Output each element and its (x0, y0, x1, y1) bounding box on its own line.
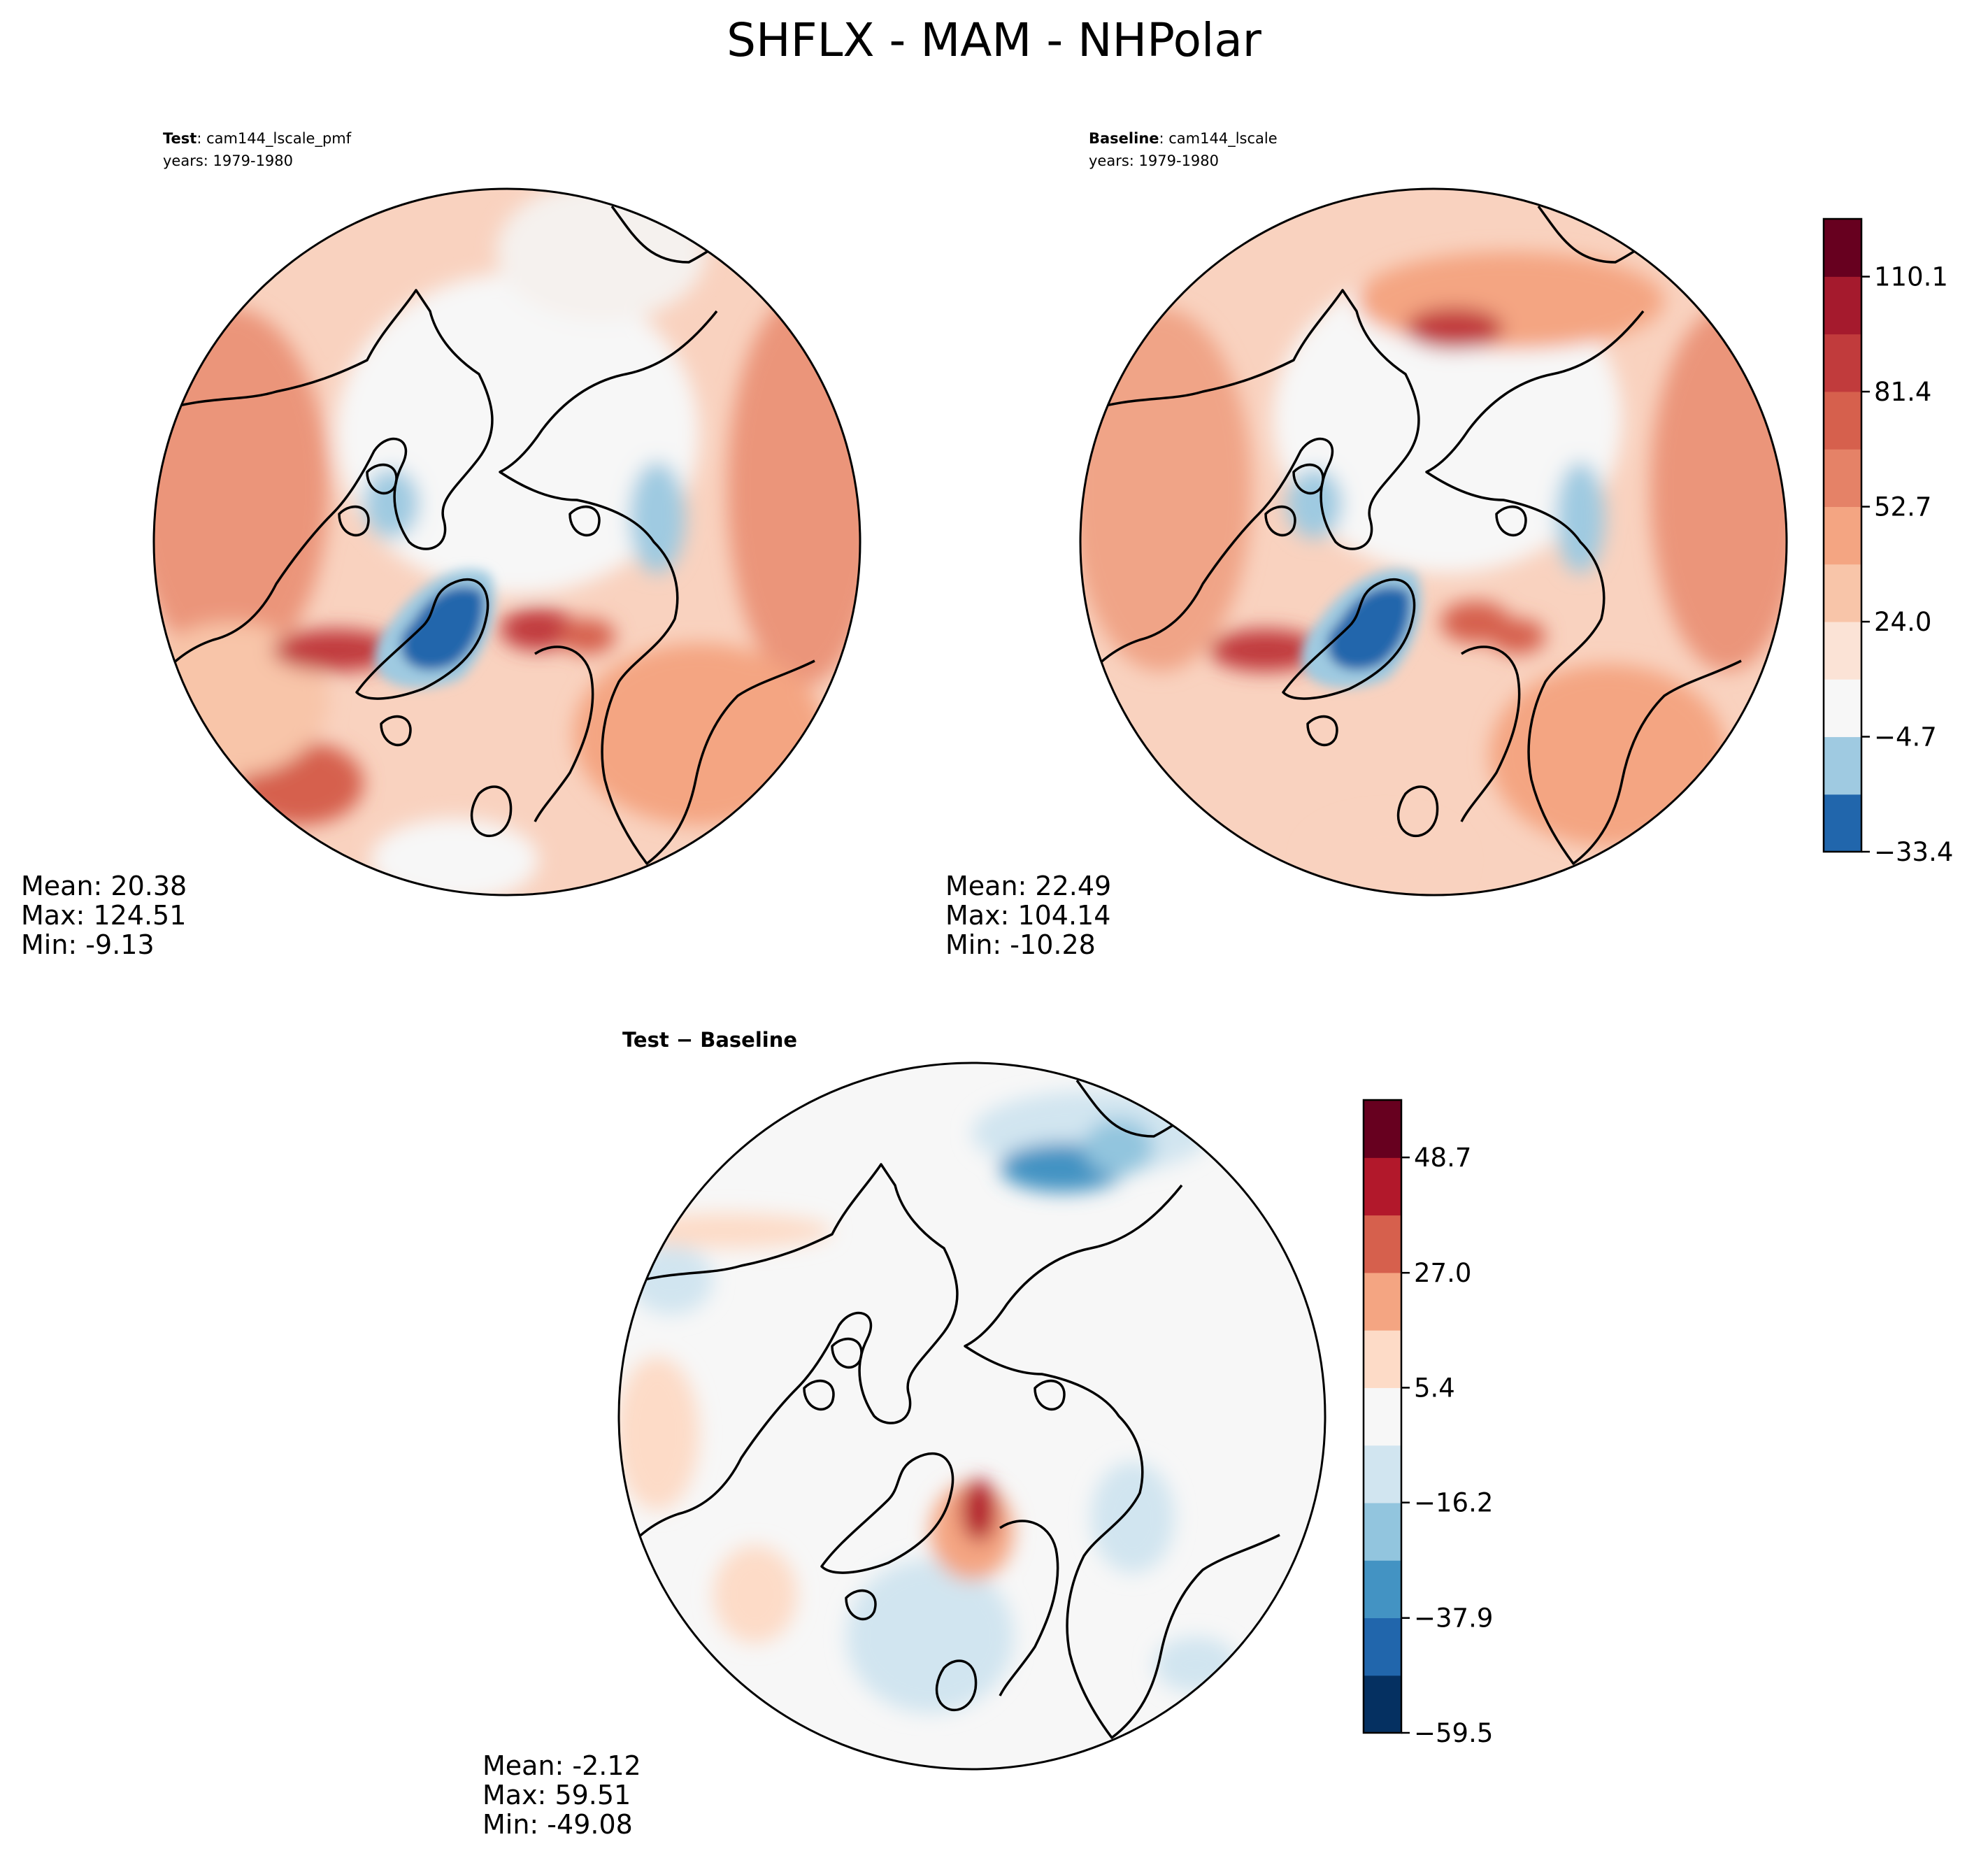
colorbar-top-band (1824, 621, 1861, 680)
colorbar-top-tick-label: 24.0 (1874, 607, 1931, 637)
colorbar-diff-tick-label: −37.9 (1414, 1603, 1493, 1634)
panel-diff-boundary (617, 1062, 1326, 1771)
colorbar-top-band (1824, 679, 1861, 738)
colorbar-top-band (1824, 391, 1861, 450)
colorbar-top-band (1824, 334, 1861, 392)
colorbar-top-frame (1822, 217, 1863, 853)
colorbar-top-band (1824, 276, 1861, 335)
panel-test-title-rest: : cam144_lscale_pmf (196, 130, 351, 148)
panel-baseline-title: Baseline: cam144_lscale (1089, 130, 1278, 148)
panel-baseline: Baseline: cam144_lscale years: 1979-1980 (945, 130, 1953, 960)
colorbar-diff-band (1364, 1387, 1401, 1446)
panel-test-title-bold: Test (163, 130, 196, 147)
colorbar-diff-tick-label: −16.2 (1414, 1488, 1493, 1518)
colorbar-top-band (1824, 449, 1861, 507)
panel-baseline-stat-min: Min: -10.28 (945, 929, 1096, 960)
colorbar-diff-tick-label: 27.0 (1414, 1258, 1471, 1288)
colorbar-top-tick-label: 52.7 (1874, 492, 1931, 522)
colorbar-diff-tick-label: −59.5 (1414, 1718, 1493, 1748)
panel-test-subtitle: years: 1979-1980 (163, 152, 293, 169)
panel-test-stat-max: Max: 124.51 (21, 900, 186, 931)
colorbar-diff-band (1364, 1330, 1401, 1388)
panel-baseline-title-bold: Baseline (1089, 130, 1159, 147)
panel-diff-title-b: − Baseline (669, 1028, 797, 1052)
panel-baseline-stat-mean: Mean: 22.49 (945, 871, 1111, 901)
colorbar-diff-band (1364, 1272, 1401, 1331)
colorbar-top-tick-label: −33.4 (1874, 837, 1953, 867)
panel-diff-title: Test − Baseline (622, 1028, 797, 1052)
colorbar-diff-tick-label: 5.4 (1414, 1373, 1455, 1403)
panel-diff-stat-mean: Mean: -2.12 (482, 1750, 641, 1781)
colorbar-diff-band (1364, 1675, 1401, 1734)
panel-test-boundary (152, 187, 861, 896)
panel-baseline-title-rest: : cam144_lscale (1159, 130, 1278, 148)
colorbar-top-band (1824, 736, 1861, 795)
colorbar-top-band (1824, 794, 1861, 852)
panel-test-stat-min: Min: -9.13 (21, 929, 155, 960)
colorbar-top-band (1824, 506, 1861, 565)
colorbar-diff-band (1364, 1617, 1401, 1676)
colorbar-diff-band (1364, 1445, 1401, 1503)
panel-baseline-stat-max: Max: 104.14 (945, 900, 1110, 931)
panel-diff-title-a: Test (622, 1028, 669, 1052)
panel-test: Test: cam144_lscale_pmf years: 1979-1980 (21, 130, 861, 960)
colorbar-diff: 48.7 27.0 5.4 −16.2 −37.9 −59.5 (1362, 1099, 1493, 1748)
colorbar-top-band (1824, 564, 1861, 622)
panel-diff: Test − Baseline Mean: -2.12 Max: 5 (482, 1028, 1493, 1840)
colorbar-diff-tick-label: 48.7 (1414, 1143, 1471, 1173)
panel-baseline-map (1080, 189, 1787, 895)
colorbar-top-tick-label: 110.1 (1874, 262, 1948, 292)
panel-test-stat-mean: Mean: 20.38 (21, 871, 187, 901)
panel-diff-map (619, 1063, 1325, 1769)
panel-baseline-boundary (1079, 187, 1788, 896)
colorbar-top-tick-label: −4.7 (1874, 722, 1937, 752)
colorbar-diff-band (1364, 1100, 1401, 1158)
colorbar-diff-band (1364, 1215, 1401, 1273)
colorbar-diff-frame (1362, 1099, 1403, 1734)
panel-baseline-subtitle: years: 1979-1980 (1089, 152, 1219, 169)
colorbar-diff-band (1364, 1502, 1401, 1561)
colorbar-diff-band (1364, 1560, 1401, 1619)
panel-diff-stat-max: Max: 59.51 (482, 1780, 631, 1810)
panel-diff-stat-min: Min: -49.08 (482, 1809, 633, 1840)
colorbar-top-band (1824, 219, 1861, 277)
panel-test-title: Test: cam144_lscale_pmf (163, 130, 352, 148)
panel-test-map (154, 189, 860, 895)
colorbar-top: 110.1 81.4 52.7 24.0 −4.7 −33.4 (1822, 217, 1953, 867)
colorbar-diff-band (1364, 1157, 1401, 1216)
figure-title: SHFLX - MAM - NHPolar (727, 13, 1262, 67)
colorbar-top-tick-label: 81.4 (1874, 377, 1931, 407)
